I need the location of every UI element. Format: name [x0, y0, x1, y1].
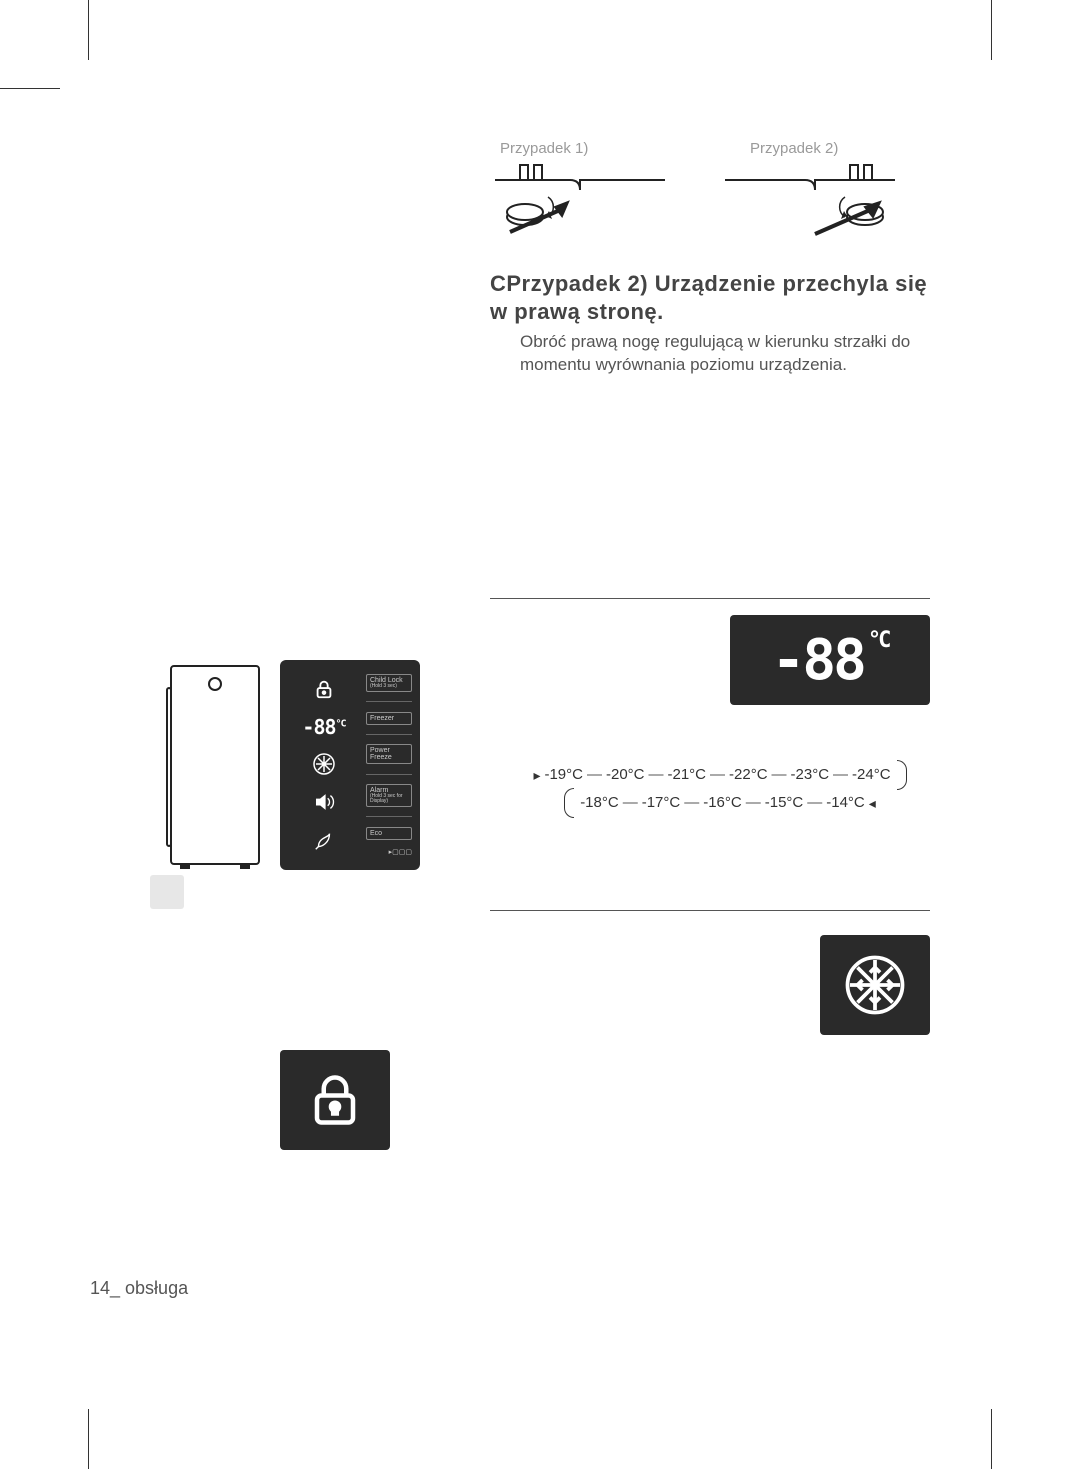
panel-divider	[366, 701, 412, 702]
fridge-logo-icon	[208, 677, 222, 691]
temp-step: -22°C	[729, 764, 768, 787]
arrow-left-icon: ◂	[869, 793, 876, 814]
childlock-icon-box	[280, 1050, 390, 1150]
temp-step: -16°C	[703, 792, 742, 815]
panel-temp-display: -88°C	[302, 715, 345, 739]
crop-mark	[88, 1409, 89, 1469]
temp-unit: °C	[868, 628, 889, 653]
fridge-outline	[170, 665, 260, 865]
control-panel: -88°C Child Lock (Hold 3 sec) Freez	[280, 660, 420, 870]
alarm-button[interactable]: Alarm (Hold 3 sec for Display)	[366, 784, 412, 807]
temp-step: -23°C	[791, 764, 830, 787]
case2-heading: CPrzypadek 2) Urządzenie przechyla się w…	[490, 270, 930, 325]
figure-label-2: Przypadek 2)	[750, 140, 838, 157]
temp-step: -18°C	[580, 792, 619, 815]
lock-icon	[311, 676, 337, 702]
fridge-feet	[172, 863, 258, 869]
section-divider	[490, 598, 930, 599]
temp-step: -20°C	[606, 764, 645, 787]
temperature-display: -88°C	[730, 615, 930, 705]
panel-icons-column: -88°C	[288, 670, 360, 860]
case2-section: CPrzypadek 2) Urządzenie przechyla się w…	[490, 270, 930, 377]
temp-step: -24°C	[852, 764, 891, 787]
temperature-value: -88°C	[772, 628, 889, 693]
case2-body: Obróć prawą nogę regulującą w kierunku s…	[520, 331, 930, 377]
section-divider	[490, 910, 930, 911]
panel-divider	[366, 774, 412, 775]
loop-curve-icon	[564, 788, 574, 818]
fridge-handle	[166, 687, 172, 847]
page-footer: 14_ obsługa	[90, 1278, 188, 1299]
temp-step: -15°C	[765, 792, 804, 815]
panel-divider	[366, 734, 412, 735]
eco-button[interactable]: Eco	[366, 827, 412, 840]
eco-icon	[311, 828, 337, 854]
arrow-right-icon: ▸	[533, 765, 540, 786]
temp-step: -21°C	[668, 764, 707, 787]
loop-curve-icon	[897, 760, 907, 790]
temp-step: -17°C	[642, 792, 681, 815]
crop-mark	[991, 0, 992, 60]
panel-buttons-column: Child Lock (Hold 3 sec) Freezer Power Fr…	[366, 670, 412, 860]
crop-mark	[991, 1409, 992, 1469]
temp-range-row-2: -18°C— -17°C— -16°C— -15°C— -14°C ◂	[510, 788, 930, 818]
temp-step: -14°C	[826, 792, 865, 815]
temp-range-row-1: ▸ -19°C— -20°C— -21°C— -22°C— -23°C— -24…	[510, 760, 930, 790]
panel-temp-unit: °C	[336, 718, 346, 729]
power-indicator-icon: ▸▢▢▢	[366, 848, 412, 856]
powerfreeze-button[interactable]: Power Freeze	[366, 744, 412, 764]
alarm-sublabel: (Hold 3 sec for Display)	[370, 794, 408, 804]
leveling-figure-2	[720, 162, 900, 242]
page-content: Przypadek 1) Przypadek 2)	[90, 40, 990, 1429]
leveling-figures: Przypadek 1) Przypadek 2)	[490, 140, 910, 260]
panel-divider	[366, 816, 412, 817]
figure-label-1: Przypadek 1)	[500, 140, 588, 157]
freezer-illustration: -88°C Child Lock (Hold 3 sec) Freez	[170, 660, 420, 880]
crop-mark	[0, 88, 60, 89]
leveling-figure-1	[490, 162, 670, 242]
crop-mark	[88, 0, 89, 60]
panel-temp-digits: -88	[302, 715, 335, 739]
temp-step: -19°C	[544, 764, 583, 787]
temperature-range: ▸ -19°C— -20°C— -21°C— -22°C— -23°C— -24…	[510, 760, 930, 818]
snowflake-icon	[311, 751, 337, 777]
childlock-button[interactable]: Child Lock (Hold 3 sec)	[366, 674, 412, 692]
speaker-icon	[311, 789, 337, 815]
childlock-sublabel: (Hold 3 sec)	[370, 684, 408, 689]
temp-digits: -88	[772, 628, 864, 693]
marker-dot	[150, 875, 184, 909]
powerfreeze-icon-box	[820, 935, 930, 1035]
freezer-button[interactable]: Freezer	[366, 712, 412, 725]
